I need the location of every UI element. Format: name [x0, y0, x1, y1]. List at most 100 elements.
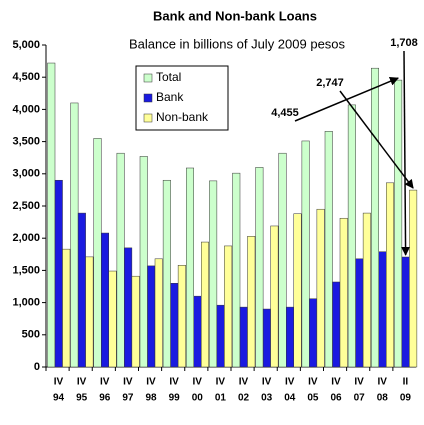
legend-label: Non-bank	[156, 110, 209, 124]
bar	[278, 152, 287, 368]
bar	[108, 270, 117, 368]
bar	[162, 179, 171, 368]
bar	[224, 245, 233, 368]
x-tick-label: 95	[76, 393, 88, 404]
x-tick-label: IV	[216, 377, 226, 388]
bar	[101, 232, 109, 368]
bar	[247, 236, 256, 368]
bar	[386, 182, 394, 368]
bar	[54, 179, 63, 368]
bar	[347, 104, 356, 368]
bar	[201, 241, 209, 368]
chart-title: Bank and Non-bank Loans	[153, 8, 317, 23]
x-tick-label: IV	[331, 377, 341, 388]
bar	[286, 306, 294, 368]
x-tick-label: IV	[169, 377, 179, 388]
bar	[177, 264, 186, 368]
bar	[371, 67, 379, 368]
x-tick-label: IV	[378, 377, 388, 388]
bar	[116, 152, 125, 368]
bar	[324, 131, 333, 368]
bar	[378, 251, 387, 368]
bar	[209, 180, 218, 368]
bar	[47, 62, 56, 368]
y-tick-label: 0	[34, 361, 40, 373]
bar	[62, 248, 71, 368]
bar	[124, 247, 133, 368]
y-tick-label: 4,500	[12, 71, 40, 83]
x-tick-label: IV	[123, 377, 133, 388]
x-tick-label: 01	[215, 393, 227, 404]
x-tick-label: 05	[307, 393, 319, 404]
bar	[255, 167, 264, 368]
bar	[362, 212, 371, 368]
bar	[85, 256, 94, 368]
bar	[301, 140, 310, 368]
x-tick-label: IV	[308, 377, 318, 388]
bar	[262, 308, 271, 368]
bar	[77, 212, 86, 368]
y-tick-label: 1,000	[12, 297, 40, 309]
bar	[394, 79, 403, 368]
bar	[193, 295, 202, 368]
bar	[332, 281, 341, 368]
bar	[170, 283, 179, 368]
y-tick-label: 1,500	[12, 264, 40, 276]
y-tick-label: 3,000	[12, 168, 40, 180]
x-tick-label: IV	[54, 377, 64, 388]
bar	[139, 156, 148, 368]
y-tick-label: 4,000	[12, 103, 40, 115]
annotation-arrow	[339, 90, 414, 189]
x-tick-label: IV	[100, 377, 110, 388]
bar	[147, 265, 156, 368]
x-tick-label: 96	[99, 393, 111, 404]
x-tick-label: 98	[145, 393, 157, 404]
y-tick-label: 2,000	[12, 232, 40, 244]
bar	[232, 172, 241, 368]
legend-swatch	[143, 73, 153, 83]
annotation-arrow	[401, 50, 411, 256]
value-label: 4,455	[271, 107, 299, 119]
x-tick-label: IV	[193, 377, 203, 388]
x-tick-label: 02	[238, 393, 250, 404]
y-tick-label: 5,000	[12, 39, 40, 51]
value-label: 2,747	[316, 77, 344, 89]
x-tick-label: 03	[261, 393, 273, 404]
x-tick-label: 94	[53, 393, 65, 404]
x-tick-label: 09	[400, 393, 412, 404]
y-tick-label: 500	[22, 329, 40, 341]
x-tick-label: II	[403, 377, 409, 388]
x-tick-label: IV	[262, 377, 272, 388]
x-tick-label: 00	[192, 393, 204, 404]
legend-label: Bank	[156, 90, 184, 104]
chart-subtitle: Balance in billions of July 2009 pesos	[129, 36, 346, 51]
bar	[70, 102, 79, 368]
legend-label: Total	[156, 70, 181, 84]
bar	[339, 217, 348, 368]
bar	[216, 304, 225, 368]
bar	[154, 258, 163, 368]
bar	[93, 138, 102, 368]
y-tick-label: 3,500	[12, 136, 40, 148]
x-tick-label: 06	[330, 393, 342, 404]
x-tick-label: 99	[169, 393, 181, 404]
bar	[131, 275, 140, 368]
x-tick-label: IV	[239, 377, 249, 388]
x-tick-label: IV	[77, 377, 87, 388]
x-tick-label: 07	[354, 393, 366, 404]
bar	[293, 213, 302, 368]
bar	[401, 256, 410, 368]
bar	[409, 189, 418, 368]
x-tick-label: IV	[285, 377, 295, 388]
bar	[316, 208, 325, 368]
y-tick-label: 2,500	[12, 200, 40, 212]
bar	[309, 298, 318, 368]
legend-swatch	[143, 93, 153, 103]
x-tick-label: 04	[284, 393, 296, 404]
x-tick-label: 08	[377, 393, 389, 404]
x-tick-label: IV	[146, 377, 156, 388]
x-tick-label: 97	[122, 393, 134, 404]
bar	[239, 306, 248, 368]
legend-swatch	[143, 113, 153, 123]
